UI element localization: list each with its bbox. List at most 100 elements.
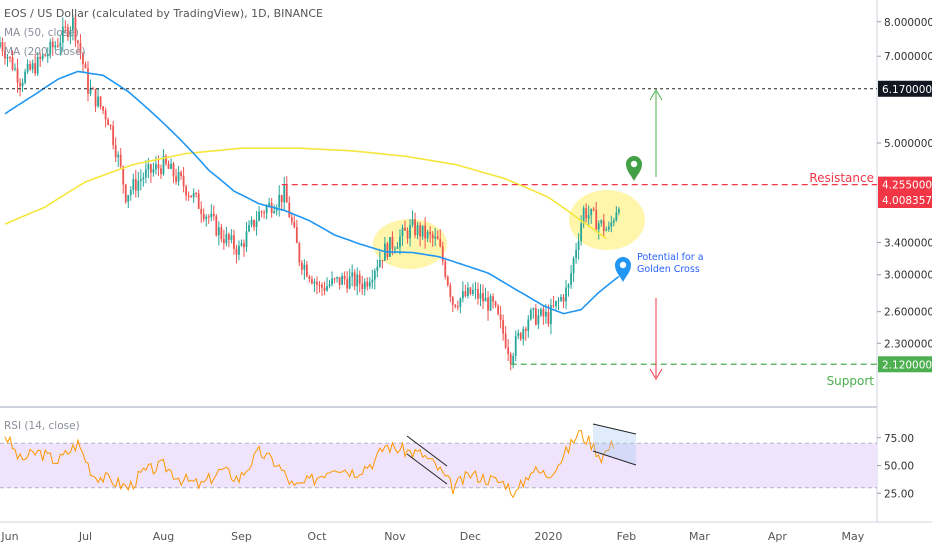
candle[interactable] bbox=[617, 207, 620, 216]
candle[interactable] bbox=[212, 205, 215, 221]
candle[interactable] bbox=[351, 264, 354, 287]
candle[interactable] bbox=[489, 293, 492, 312]
candle[interactable] bbox=[585, 203, 588, 223]
candle[interactable] bbox=[484, 287, 487, 302]
candle[interactable] bbox=[555, 300, 557, 310]
candle[interactable] bbox=[570, 265, 572, 289]
candle[interactable] bbox=[260, 210, 263, 218]
candle[interactable] bbox=[265, 204, 268, 220]
candle[interactable] bbox=[1, 37, 4, 57]
candle[interactable] bbox=[235, 244, 238, 264]
candle[interactable] bbox=[187, 191, 190, 201]
candle[interactable] bbox=[597, 220, 600, 240]
candle[interactable] bbox=[590, 208, 593, 224]
candle[interactable] bbox=[165, 154, 167, 166]
candle[interactable] bbox=[318, 281, 321, 293]
candle[interactable] bbox=[552, 295, 555, 308]
candle[interactable] bbox=[54, 40, 57, 50]
candle[interactable] bbox=[341, 272, 344, 286]
candle[interactable] bbox=[21, 78, 24, 93]
candle[interactable] bbox=[182, 166, 185, 193]
candle[interactable] bbox=[112, 120, 115, 150]
candle[interactable] bbox=[373, 268, 376, 290]
candle[interactable] bbox=[16, 58, 19, 93]
candle[interactable] bbox=[24, 68, 26, 85]
candle[interactable] bbox=[353, 269, 356, 291]
candle[interactable] bbox=[368, 276, 371, 290]
candle[interactable] bbox=[238, 240, 240, 261]
candle[interactable] bbox=[426, 229, 429, 242]
candle[interactable] bbox=[245, 222, 248, 252]
golden-cross-note-line1[interactable]: Potential for a bbox=[637, 252, 704, 263]
candle[interactable] bbox=[210, 204, 213, 222]
candle[interactable] bbox=[607, 221, 610, 232]
candle[interactable] bbox=[346, 271, 349, 293]
candle[interactable] bbox=[572, 256, 575, 283]
candle[interactable] bbox=[582, 205, 585, 229]
candle[interactable] bbox=[79, 34, 82, 60]
price-label-badge[interactable] bbox=[878, 176, 932, 193]
candle[interactable] bbox=[467, 282, 469, 299]
highlight-ellipse-january[interactable] bbox=[569, 190, 645, 250]
candle[interactable] bbox=[338, 277, 341, 290]
candle[interactable] bbox=[539, 307, 542, 318]
candle[interactable] bbox=[293, 215, 296, 229]
candle[interactable] bbox=[119, 148, 122, 170]
ma50-legend[interactable]: MA (50, close) bbox=[4, 27, 79, 39]
candle[interactable] bbox=[504, 326, 507, 350]
candle[interactable] bbox=[595, 202, 598, 230]
candle[interactable] bbox=[87, 61, 89, 102]
candle[interactable] bbox=[240, 239, 243, 247]
candle[interactable] bbox=[84, 61, 87, 69]
candle[interactable] bbox=[316, 276, 318, 295]
candle[interactable] bbox=[333, 277, 336, 284]
candle[interactable] bbox=[550, 298, 552, 335]
candle[interactable] bbox=[396, 242, 399, 250]
candle[interactable] bbox=[567, 283, 570, 297]
candle[interactable] bbox=[321, 282, 323, 296]
candle[interactable] bbox=[419, 222, 422, 247]
candle[interactable] bbox=[97, 88, 99, 108]
rsi-channel-lower-jan[interactable] bbox=[592, 450, 637, 466]
candle[interactable] bbox=[459, 297, 462, 314]
candle[interactable] bbox=[562, 294, 565, 309]
candle[interactable] bbox=[376, 259, 379, 278]
candle[interactable] bbox=[285, 176, 288, 203]
candle[interactable] bbox=[149, 163, 152, 183]
candle[interactable] bbox=[436, 230, 439, 240]
candle[interactable] bbox=[220, 223, 223, 243]
candle[interactable] bbox=[99, 96, 102, 110]
candle[interactable] bbox=[356, 267, 359, 296]
candle[interactable] bbox=[74, 13, 77, 47]
candle[interactable] bbox=[283, 176, 286, 211]
candle[interactable] bbox=[474, 281, 477, 300]
candle[interactable] bbox=[358, 270, 361, 293]
candle[interactable] bbox=[72, 14, 74, 41]
candle[interactable] bbox=[167, 160, 170, 170]
candle[interactable] bbox=[109, 124, 112, 130]
candle[interactable] bbox=[461, 281, 464, 303]
candle[interactable] bbox=[200, 201, 203, 223]
candle[interactable] bbox=[532, 307, 535, 319]
candle[interactable] bbox=[308, 274, 311, 283]
bullish-arrow-head[interactable] bbox=[649, 89, 663, 101]
candle[interactable] bbox=[512, 352, 515, 369]
candle[interactable] bbox=[77, 39, 79, 54]
candle[interactable] bbox=[534, 303, 537, 326]
candle[interactable] bbox=[248, 220, 250, 233]
candle[interactable] bbox=[557, 296, 560, 311]
candle[interactable] bbox=[381, 259, 384, 269]
candle[interactable] bbox=[469, 286, 472, 296]
candle[interactable] bbox=[19, 78, 21, 97]
candle[interactable] bbox=[592, 207, 595, 212]
candle[interactable] bbox=[142, 172, 145, 187]
candle[interactable] bbox=[34, 53, 37, 77]
candle[interactable] bbox=[172, 161, 175, 184]
candle[interactable] bbox=[411, 210, 414, 228]
candle[interactable] bbox=[127, 194, 130, 209]
candle[interactable] bbox=[517, 329, 520, 340]
candle[interactable] bbox=[94, 88, 97, 112]
candle[interactable] bbox=[416, 221, 419, 240]
candle[interactable] bbox=[26, 59, 29, 75]
